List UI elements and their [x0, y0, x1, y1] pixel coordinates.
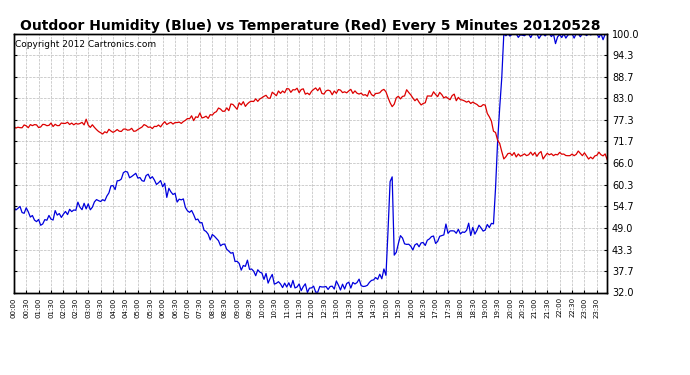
Title: Outdoor Humidity (Blue) vs Temperature (Red) Every 5 Minutes 20120528: Outdoor Humidity (Blue) vs Temperature (…: [20, 19, 601, 33]
Text: Copyright 2012 Cartronics.com: Copyright 2012 Cartronics.com: [15, 40, 156, 49]
